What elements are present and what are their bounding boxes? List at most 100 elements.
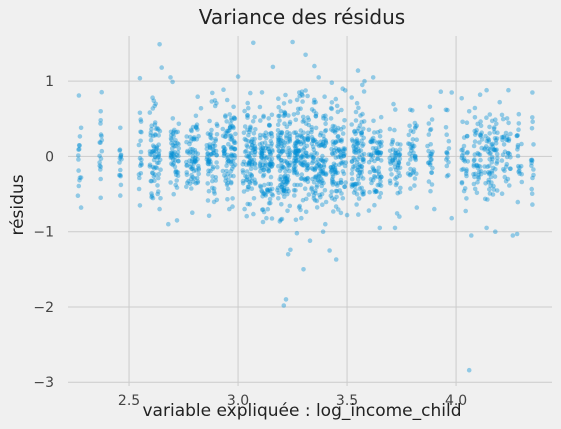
scatter-point (228, 173, 233, 178)
scatter-point (302, 159, 308, 164)
scatter-point (472, 174, 477, 180)
scatter-point (366, 159, 372, 165)
scatter-point (98, 121, 103, 126)
scatter-point (294, 159, 299, 164)
scatter-point (252, 136, 257, 142)
scatter-point (459, 155, 465, 161)
scatter-point (329, 100, 335, 105)
scatter-point (240, 181, 246, 186)
scatter-point (171, 151, 176, 156)
scatter-point (302, 176, 307, 182)
scatter-point (428, 153, 434, 159)
scatter-point (305, 133, 311, 139)
scatter-point (136, 186, 142, 192)
scatter-point (281, 165, 286, 170)
scatter-point (298, 159, 304, 164)
scatter-point (245, 100, 250, 106)
scatter-point (334, 148, 340, 154)
scatter-point (352, 157, 357, 162)
scatter-point (320, 153, 325, 159)
scatter-point (259, 165, 265, 171)
scatter-point (269, 112, 275, 118)
scatter-point (243, 137, 249, 143)
scatter-point (187, 134, 193, 140)
scatter-point (395, 165, 401, 170)
scatter-point (353, 131, 358, 137)
scatter-point (471, 143, 477, 149)
scatter-point (301, 118, 307, 123)
scatter-point (215, 164, 220, 170)
scatter-point (285, 180, 290, 185)
scatter-point (222, 150, 227, 156)
scatter-point (153, 146, 159, 151)
scatter-point (319, 169, 325, 175)
scatter-point (187, 158, 192, 163)
scatter-point (370, 154, 376, 159)
scatter-point (250, 137, 255, 142)
scatter-point (318, 139, 324, 144)
scatter-point (311, 100, 317, 105)
scatter-point (228, 121, 233, 126)
scatter-point (152, 122, 158, 127)
scatter-point (393, 148, 399, 153)
scatter-point (484, 115, 489, 120)
scatter-point (208, 168, 213, 174)
scatter-point (499, 191, 505, 196)
scatter-point (248, 124, 253, 130)
scatter-point (287, 131, 293, 136)
scatter-point (378, 150, 384, 156)
scatter-point (314, 151, 320, 156)
scatter-point (194, 122, 200, 127)
scatter-point (191, 136, 197, 142)
scatter-point (530, 175, 535, 181)
scatter-point (329, 168, 334, 173)
scatter-point (214, 152, 219, 158)
scatter-point (276, 156, 282, 161)
scatter-point (329, 180, 335, 185)
scatter-point (229, 116, 234, 121)
scatter-point (298, 148, 303, 153)
scatter-point (336, 138, 341, 144)
scatter-point (243, 162, 249, 167)
scatter-point (396, 160, 402, 166)
scatter-point (227, 128, 232, 133)
scatter-point (242, 108, 247, 114)
scatter-point (265, 187, 270, 193)
scatter-point (336, 162, 342, 167)
scatter-point (252, 161, 258, 166)
scatter-point (252, 146, 258, 151)
scatter-point (332, 197, 338, 202)
scatter-point (371, 150, 377, 156)
scatter-point (248, 127, 253, 132)
scatter-point (374, 150, 379, 156)
scatter-point (191, 137, 197, 142)
scatter-point (483, 181, 488, 186)
scatter-point (190, 136, 195, 141)
scatter-point (168, 75, 173, 80)
scatter-point (323, 113, 328, 118)
scatter-point (409, 153, 415, 159)
scatter-point (299, 215, 304, 221)
scatter-point (299, 89, 305, 94)
scatter-point (297, 93, 303, 99)
scatter-point (376, 144, 382, 150)
scatter-point (278, 158, 284, 163)
scatter-point (277, 177, 283, 182)
scatter-point (294, 148, 299, 154)
scatter-point (407, 172, 413, 178)
scatter-point (276, 96, 281, 101)
scatter-point (263, 160, 268, 166)
scatter-point (260, 173, 266, 179)
scatter-point (314, 160, 319, 165)
scatter-point (518, 163, 524, 169)
scatter-point (494, 121, 499, 127)
scatter-point (206, 168, 211, 173)
scatter-point (428, 188, 433, 194)
scatter-point (392, 127, 397, 133)
scatter-point (188, 138, 193, 144)
scatter-point (192, 148, 198, 153)
scatter-point (205, 131, 211, 136)
scatter-point (372, 139, 377, 144)
scatter-point (296, 148, 302, 154)
